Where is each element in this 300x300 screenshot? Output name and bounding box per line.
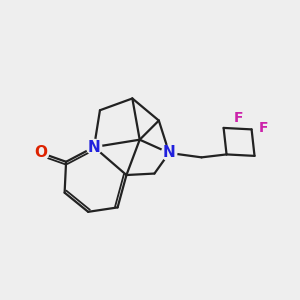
- Text: N: N: [88, 140, 100, 154]
- Circle shape: [86, 140, 102, 155]
- Text: N: N: [163, 146, 175, 160]
- Text: O: O: [34, 146, 48, 160]
- Text: F: F: [259, 121, 269, 135]
- Circle shape: [161, 145, 177, 160]
- Text: F: F: [234, 111, 243, 124]
- Circle shape: [33, 145, 49, 160]
